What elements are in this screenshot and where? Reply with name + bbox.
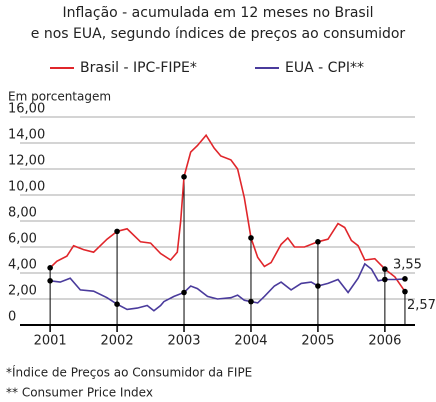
data-label: 2,57 [407, 298, 436, 313]
data-label: 3,55 [393, 257, 422, 272]
x-tick-label: 2005 [301, 334, 334, 349]
y-axis-label: Em porcentagem [8, 90, 111, 104]
x-tick-label: 2002 [101, 334, 134, 349]
series-line [49, 262, 406, 312]
series-line [49, 133, 406, 293]
chart-title: Inflação - acumulada em 12 meses no Bras… [62, 5, 373, 21]
y-tick-label: 12,00 [8, 154, 45, 169]
y-tick-label: 16,00 [8, 102, 45, 117]
point-marker [47, 278, 53, 284]
legend-label: Brasil - IPC-FIPE* [80, 60, 197, 76]
y-tick-label: 8,00 [8, 206, 37, 221]
footnote: ** Consumer Price Index [6, 386, 153, 400]
x-tick-label: 2003 [167, 334, 200, 349]
point-marker [181, 289, 187, 296]
point-marker [382, 276, 388, 283]
x-tick-label: 2006 [368, 334, 401, 349]
y-tick-label: 6,00 [8, 232, 37, 247]
point-marker [114, 228, 120, 235]
point-marker [47, 265, 53, 271]
point-marker [382, 266, 388, 272]
point-marker [315, 239, 321, 245]
y-tick-label: 2,00 [8, 284, 37, 299]
x-tick-label: 2001 [34, 334, 67, 349]
y-tick-label: 0 [8, 310, 16, 325]
footnote: *Índice de Preços ao Consumidor da FIPE [6, 365, 252, 380]
x-tick-label: 2004 [234, 334, 267, 349]
y-tick-label: 4,00 [8, 258, 37, 273]
legend-label: EUA - CPI** [285, 60, 364, 76]
point-marker [248, 298, 254, 305]
point-marker [181, 174, 187, 180]
chart-title: e nos EUA, segundo índices de preços ao … [31, 26, 406, 42]
point-marker [402, 276, 408, 282]
point-marker [315, 283, 321, 289]
y-tick-label: 14,00 [8, 128, 45, 143]
point-marker [402, 288, 408, 295]
point-marker [248, 235, 254, 241]
point-marker [114, 301, 120, 308]
y-tick-label: 10,00 [8, 180, 45, 195]
